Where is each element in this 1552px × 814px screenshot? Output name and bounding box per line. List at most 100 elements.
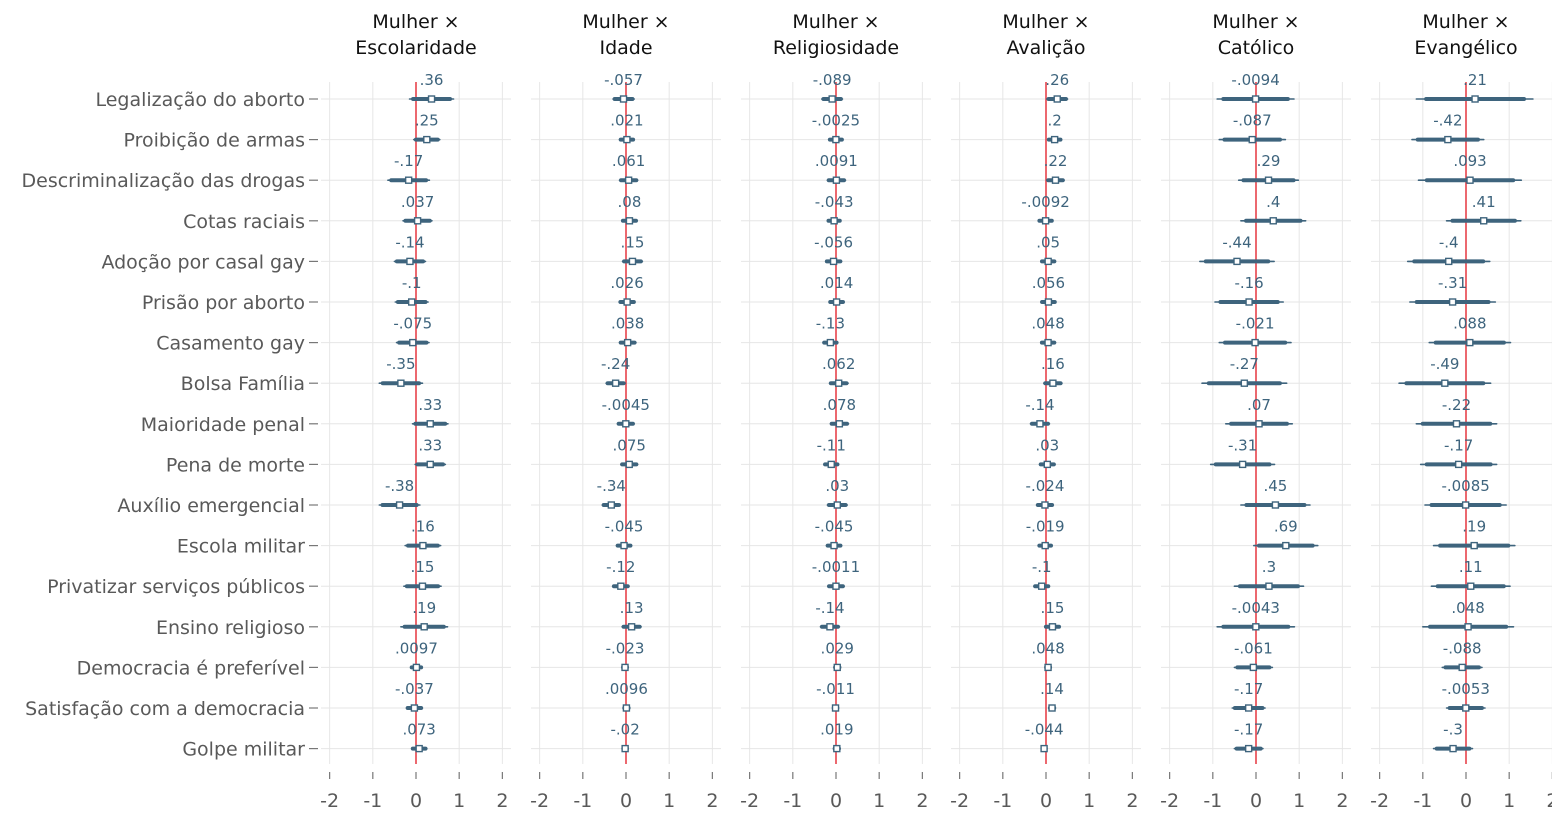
point-estimate bbox=[1050, 135, 1059, 144]
point-estimate bbox=[426, 460, 434, 469]
point-estimate bbox=[620, 541, 628, 550]
x-tick-label: 2 bbox=[1336, 790, 1348, 812]
data-label: .088 bbox=[1453, 315, 1486, 333]
row-label: Democracia é preferível bbox=[77, 657, 305, 679]
point-estimate bbox=[1454, 460, 1463, 469]
point-estimate bbox=[1233, 257, 1241, 266]
data-label: -.023 bbox=[606, 639, 645, 657]
data-label: -.037 bbox=[395, 680, 434, 698]
data-label: .0096 bbox=[605, 680, 648, 698]
data-label: .36 bbox=[420, 71, 444, 89]
data-label: .11 bbox=[1459, 558, 1483, 576]
point-estimate bbox=[397, 379, 405, 387]
x-tick-label: 1 bbox=[873, 790, 885, 812]
data-label: .07 bbox=[1247, 396, 1271, 414]
data-label: -.0094 bbox=[1231, 71, 1279, 89]
point-estimate bbox=[1271, 501, 1280, 509]
row-label: Adoção por casal gay bbox=[101, 251, 305, 273]
point-estimate bbox=[1462, 704, 1470, 712]
point-estimate bbox=[1471, 95, 1479, 103]
point-estimate bbox=[1441, 379, 1449, 387]
data-label: -.043 bbox=[815, 193, 854, 211]
point-estimate bbox=[622, 704, 631, 712]
data-label: -.045 bbox=[605, 518, 644, 536]
point-estimate bbox=[832, 582, 840, 590]
data-label: .15 bbox=[411, 558, 435, 576]
x-tick-label: 2 bbox=[496, 790, 508, 812]
point-estimate bbox=[1244, 744, 1253, 753]
point-estimate bbox=[412, 663, 421, 672]
row-label: Maioridade penal bbox=[141, 414, 305, 436]
data-label: -.045 bbox=[815, 518, 854, 536]
point-estimate bbox=[423, 135, 431, 144]
point-estimate bbox=[627, 623, 636, 631]
row-label: Satisfação com a democracia bbox=[25, 698, 305, 720]
point-estimate bbox=[829, 257, 838, 266]
point-estimate bbox=[410, 704, 419, 712]
point-estimate bbox=[418, 582, 427, 590]
panel-title-line1: Mulher × bbox=[1212, 11, 1299, 33]
point-estimate bbox=[406, 257, 414, 266]
data-label: .021 bbox=[610, 112, 643, 130]
data-label: -.16 bbox=[1234, 274, 1263, 292]
x-tick-label: 2 bbox=[1126, 790, 1138, 812]
data-label: -.0085 bbox=[1441, 477, 1489, 495]
x-tick-label: -2 bbox=[320, 790, 339, 812]
point-estimate bbox=[832, 176, 841, 184]
data-label: .13 bbox=[620, 599, 644, 617]
point-estimate bbox=[834, 379, 843, 387]
data-label: -.31 bbox=[1438, 274, 1467, 292]
data-label: .08 bbox=[618, 193, 642, 211]
data-label: .22 bbox=[1044, 152, 1068, 170]
point-estimate bbox=[1051, 176, 1060, 184]
point-estimate bbox=[1445, 257, 1453, 266]
point-estimate bbox=[1269, 217, 1277, 225]
data-label: -.14 bbox=[815, 599, 844, 617]
data-label: .41 bbox=[1472, 193, 1496, 211]
point-estimate bbox=[1252, 623, 1260, 631]
row-label: Proibição de armas bbox=[124, 130, 305, 152]
panel-title-line1: Mulher × bbox=[792, 11, 879, 33]
point-estimate bbox=[1048, 704, 1056, 712]
panel-title-line2: Escolaridade bbox=[355, 37, 476, 59]
data-label: .048 bbox=[1031, 315, 1064, 333]
point-estimate bbox=[827, 460, 835, 469]
point-estimate bbox=[1265, 582, 1273, 590]
data-label: -.13 bbox=[816, 315, 845, 333]
point-estimate bbox=[1251, 338, 1259, 347]
data-label: -.0011 bbox=[812, 558, 860, 576]
panel-title-line1: Mulher × bbox=[1002, 11, 1089, 33]
point-estimate bbox=[1467, 582, 1475, 590]
data-label: -.35 bbox=[386, 355, 415, 373]
x-tick-label: 1 bbox=[1293, 790, 1305, 812]
x-tick-label: -2 bbox=[1160, 790, 1179, 812]
data-label: -.0092 bbox=[1021, 193, 1069, 211]
point-estimate bbox=[1461, 501, 1470, 509]
point-estimate bbox=[625, 217, 634, 225]
point-estimate bbox=[415, 744, 423, 753]
data-label: .3 bbox=[1262, 558, 1276, 576]
data-label: -.49 bbox=[1430, 355, 1459, 373]
data-label: -.057 bbox=[604, 71, 643, 89]
point-estimate bbox=[835, 420, 844, 428]
point-estimate bbox=[625, 460, 633, 469]
data-label: .33 bbox=[418, 396, 442, 414]
data-label: -.24 bbox=[601, 355, 630, 373]
data-label: .073 bbox=[402, 721, 435, 739]
row-label: Pena de morte bbox=[166, 454, 305, 476]
data-label: -.0053 bbox=[1442, 680, 1490, 698]
data-label: -.12 bbox=[606, 558, 635, 576]
data-label: -.14 bbox=[395, 233, 424, 251]
row-label: Golpe militar bbox=[182, 739, 305, 761]
data-label: .03 bbox=[1035, 436, 1059, 454]
data-label: .16 bbox=[1041, 355, 1065, 373]
point-estimate bbox=[420, 623, 428, 631]
panel-title-line1: Mulher × bbox=[372, 11, 459, 33]
data-label: .029 bbox=[821, 639, 854, 657]
point-estimate bbox=[1264, 176, 1273, 184]
data-label: -.075 bbox=[393, 315, 432, 333]
data-label: .019 bbox=[820, 721, 853, 739]
data-label: -.019 bbox=[1026, 518, 1065, 536]
point-estimate bbox=[607, 501, 616, 509]
x-tick-label: -1 bbox=[573, 790, 592, 812]
